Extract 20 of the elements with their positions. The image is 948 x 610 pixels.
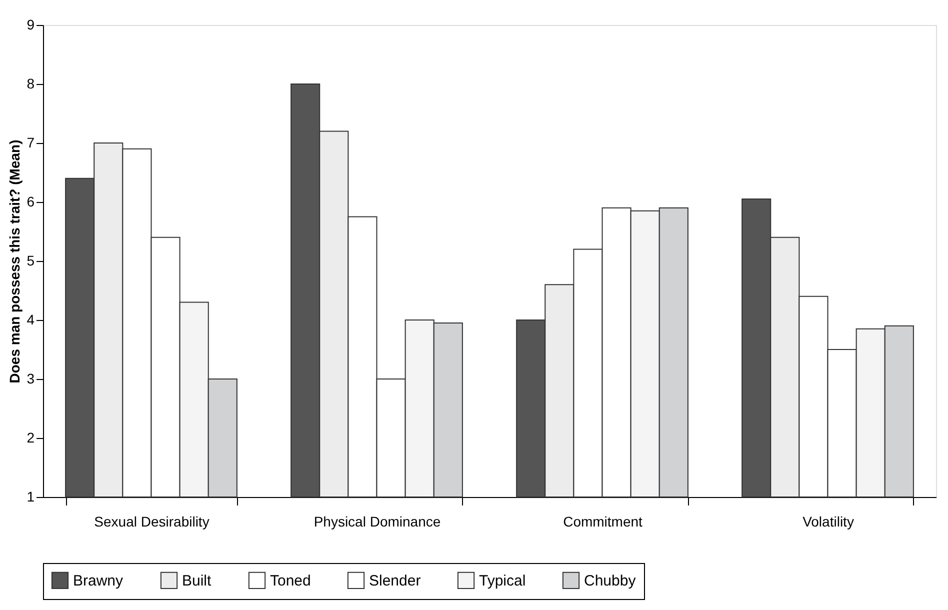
legend-label: Brawny [73, 572, 124, 590]
x-tick-label: Commitment [563, 514, 643, 530]
y-tick-label: 8 [26, 76, 35, 92]
y-axis-title: Does man possess this trait? (Mean) [6, 140, 23, 384]
x-tick-label: Volatility [802, 514, 854, 530]
y-tick-label: 6 [26, 194, 35, 210]
legend-label: Typical [479, 572, 526, 590]
y-tick-label: 4 [26, 312, 35, 328]
legend-label: Built [182, 572, 212, 590]
y-tick-label: 1 [26, 488, 35, 504]
y-tick-label: 7 [26, 134, 35, 150]
legend-label: Slender [369, 572, 421, 590]
legend-label: Chubby [584, 572, 636, 590]
legend-label: Toned [270, 572, 311, 590]
y-tick-label: 5 [26, 252, 35, 268]
x-tick-label: Physical Dominance [314, 514, 441, 530]
y-tick-label: 9 [26, 16, 35, 32]
y-tick-label: 3 [26, 370, 35, 386]
x-tick-label: Sexual Desirability [94, 514, 210, 530]
y-tick-label: 2 [26, 430, 35, 446]
